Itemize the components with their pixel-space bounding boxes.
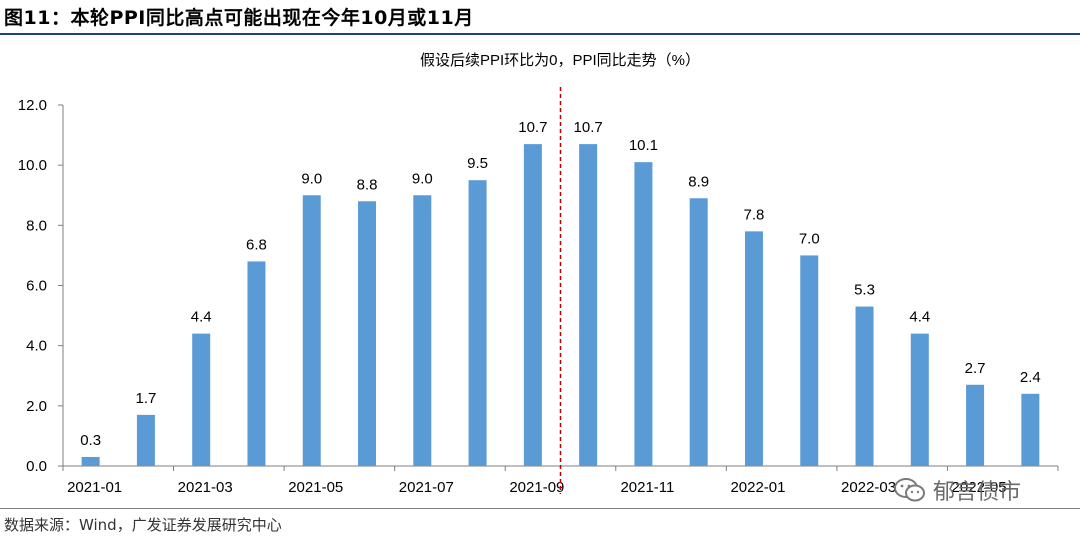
data-label: 8.8 [357, 176, 378, 193]
bar [302, 195, 321, 466]
y-tick-label: 6.0 [26, 278, 47, 295]
y-tick-label: 2.0 [26, 398, 47, 415]
watermark: 郁言债市 [893, 473, 1073, 507]
bar [966, 384, 985, 466]
bar [744, 231, 763, 466]
data-label: 2.4 [1020, 369, 1041, 386]
data-label: 10.7 [574, 119, 603, 136]
x-tick-label: 2021-05 [288, 479, 343, 496]
x-tick-label: 2021-07 [399, 479, 454, 496]
bar [247, 261, 266, 466]
bar [1021, 393, 1040, 466]
bar [910, 333, 929, 466]
figure-title: 图11：本轮PPI同比高点可能出现在今年10月或11月 [4, 7, 474, 29]
bar [523, 144, 542, 466]
data-label: 7.8 [744, 206, 765, 223]
y-tick-label: 8.0 [26, 217, 47, 234]
bar [136, 414, 155, 466]
title-rule [0, 33, 1080, 35]
bar [634, 162, 653, 466]
bars [81, 144, 1040, 467]
bar [81, 456, 100, 466]
data-label: 8.9 [688, 173, 709, 190]
data-label: 1.7 [135, 390, 156, 407]
x-axis: 2021-01 2021-03 2021-05 2021-07 2021-09 2021-… [62, 465, 1059, 496]
data-labels: 0.3 1.7 4.4 6.8 9.0 8.8 9.0 9.5 10.7 10.7 10.1 8.9 7… [80, 119, 1041, 449]
bar [855, 306, 874, 466]
bar [689, 198, 708, 466]
y-axis: 0.0 2.0 4.0 6.0 8.0 10.0 12.0 [18, 97, 64, 475]
x-tick-label: 2021-09 [509, 479, 564, 496]
y-tick-label: 0.0 [26, 458, 47, 475]
data-label: 2.7 [965, 360, 986, 377]
data-label: 9.5 [467, 155, 488, 172]
x-tick-label: 2021-03 [178, 479, 233, 496]
bar [358, 201, 377, 466]
y-tick-label: 10.0 [18, 157, 47, 174]
watermark-text: 郁言债市 [933, 480, 1022, 505]
data-label: 9.0 [412, 170, 433, 187]
source-note: 数据来源：Wind，广发证券发展研究中心 [4, 516, 282, 534]
chart-title: 假设后续PPI环比为0，PPI同比走势（%） [420, 52, 700, 69]
ppi-bar-chart: 假设后续PPI环比为0，PPI同比走势（%） 0.0 2.0 4.0 6.0 8.0 10… [18, 52, 1059, 496]
data-label: 6.8 [246, 236, 267, 253]
x-tick-label: 2021-01 [67, 479, 122, 496]
y-tick-label: 4.0 [26, 338, 47, 355]
x-tick-label: 2022-01 [730, 479, 785, 496]
data-label: 10.7 [518, 119, 547, 136]
data-label: 5.3 [854, 282, 875, 299]
bar [192, 333, 211, 466]
data-label: 7.0 [799, 230, 820, 247]
x-tick-label: 2021-11 [620, 479, 674, 496]
bar [800, 255, 819, 466]
data-label: 4.4 [191, 309, 212, 326]
x-tick-label: 2022-05 [952, 479, 1007, 496]
wechat-icon [893, 477, 927, 503]
data-label: 0.3 [80, 432, 101, 449]
data-label: 9.0 [301, 170, 322, 187]
data-label: 4.4 [909, 309, 930, 326]
data-label: 10.1 [629, 137, 658, 154]
bar [579, 144, 598, 466]
x-tick-label: 2022-03 [841, 479, 896, 496]
bar [413, 195, 432, 466]
y-tick-label: 12.0 [18, 97, 47, 114]
bar [468, 180, 487, 467]
source-rule [0, 508, 1080, 509]
